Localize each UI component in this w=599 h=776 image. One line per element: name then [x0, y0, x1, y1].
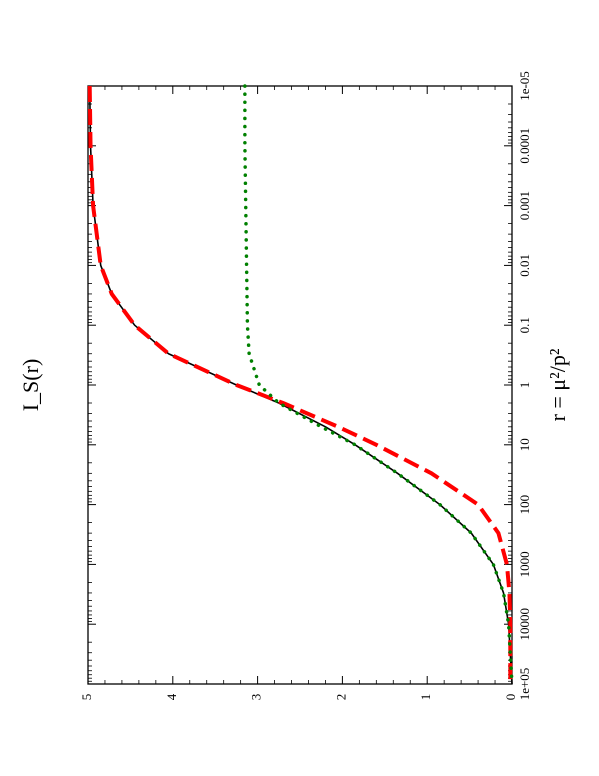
x-tick-label: 100: [517, 495, 532, 514]
x-tick-label: 0.01: [517, 254, 532, 277]
plot-frame: [87, 85, 513, 685]
y-tick-label: 4: [164, 693, 179, 700]
x-tick-label: 10: [517, 438, 532, 451]
y-tick-label: 0: [503, 694, 518, 701]
series-line-solid: [88, 85, 513, 685]
x-tick-label: 1e-05: [517, 71, 532, 101]
x-tick-label: 0.1: [517, 317, 532, 333]
tick-labels: 1e-050.00010.0010.010.11101001000100001e…: [79, 71, 532, 700]
y-axis-title-group: I_S(r): [18, 359, 43, 412]
x-tick-label: 0.001: [517, 191, 532, 220]
y-axis-title: I_S(r): [18, 359, 43, 412]
series-line-dotted: [243, 84, 514, 686]
x-tick-label: 10000: [517, 608, 532, 641]
y-tick-label: 2: [333, 694, 348, 701]
y-tick-label: 5: [79, 694, 94, 701]
x-tick-label: 0.0001: [517, 128, 532, 164]
series-line-dashed: [87, 85, 513, 684]
series-layer: [87, 84, 514, 686]
x-tick-label: 1e+05: [517, 668, 532, 701]
x-axis-title-group: r = μ²/p²: [545, 348, 570, 421]
y-tick-label: 1: [418, 694, 433, 701]
x-tick-label: 1: [517, 382, 532, 389]
x-axis-title: r = μ²/p²: [545, 348, 570, 421]
y-tick-label: 3: [249, 694, 264, 701]
x-tick-label: 1000: [517, 551, 532, 577]
tick-marks: [87, 85, 513, 685]
